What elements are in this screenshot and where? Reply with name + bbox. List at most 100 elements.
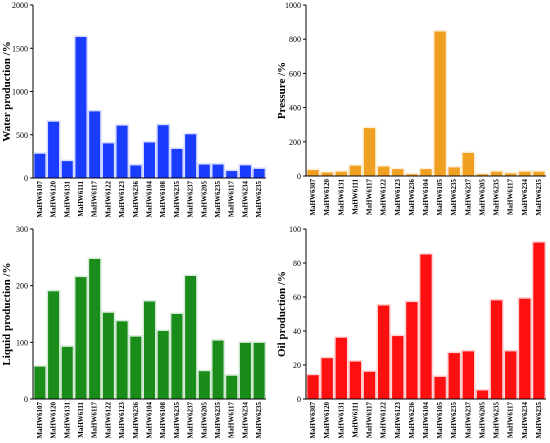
x-tick-label: MaHW6237 xyxy=(464,402,472,439)
x-tick-label: MaHW6104 xyxy=(146,181,154,218)
x-tick-label: MaHW6104 xyxy=(146,402,154,439)
y-tick-label: 20 xyxy=(293,361,301,370)
y-tick-label: 100 xyxy=(289,225,301,234)
x-tick-label: MaHW6235 xyxy=(493,179,501,216)
x-tick-label: MaHW6117 xyxy=(228,402,236,439)
bar-1 xyxy=(34,366,46,399)
x-tick-label: MaHW6307 xyxy=(309,179,317,216)
x-tick-label: MaHW6235 xyxy=(450,402,458,439)
bar-16 xyxy=(519,298,531,399)
bar-7 xyxy=(116,125,128,178)
x-tick-label: MaHW6107 xyxy=(36,402,44,439)
x-tick-label: MaHW6122 xyxy=(380,402,388,439)
bar-14 xyxy=(212,340,224,399)
x-tick-label: MaHW6235 xyxy=(493,402,501,439)
bar-17 xyxy=(533,171,545,176)
x-tick-label: MaHW6117 xyxy=(366,179,374,216)
x-tick-label: MaHW6235 xyxy=(173,181,181,218)
bar-11 xyxy=(171,149,183,178)
x-tick-label: MaHW6122 xyxy=(104,402,112,439)
x-tick-label: MaHW6108 xyxy=(159,402,167,439)
x-tick-label: MaHW6234 xyxy=(521,402,529,439)
x-tick-label: MaHW6235 xyxy=(173,402,181,439)
bar-3 xyxy=(61,346,73,399)
y-tick-label: 80 xyxy=(293,259,301,268)
y-tick-label: 1000 xyxy=(285,1,301,10)
bar-17 xyxy=(253,342,265,399)
bar-3 xyxy=(335,337,347,399)
x-tick-label: MaHW6237 xyxy=(187,181,195,218)
y-tick-label: 0 xyxy=(297,172,301,181)
x-tick-label: MaHW6111 xyxy=(77,402,85,438)
bar-13 xyxy=(198,371,210,399)
y-tick-label: 500 xyxy=(16,131,28,140)
bar-9 xyxy=(420,254,432,399)
x-tick-label: MaHW6122 xyxy=(104,181,112,218)
bar-11 xyxy=(448,353,460,399)
bar-5 xyxy=(89,111,101,178)
y-tick-label: 600 xyxy=(289,69,301,78)
x-tick-label: MaHW6104 xyxy=(422,402,430,439)
y-tick-label: 60 xyxy=(293,293,301,302)
bar-9 xyxy=(144,301,155,399)
bar-15 xyxy=(505,351,517,399)
x-tick-label: MaHW6105 xyxy=(436,179,444,216)
x-tick-label: MaHW6236 xyxy=(408,402,416,439)
bar-17 xyxy=(533,242,545,399)
bar-3 xyxy=(61,161,73,178)
x-tick-label: MaHW6108 xyxy=(159,181,167,218)
bar-12 xyxy=(462,351,474,399)
x-tick-label: MaHW6237 xyxy=(464,179,472,216)
x-tick-label: MaHW6117 xyxy=(366,402,374,439)
y-tick-label: 0 xyxy=(24,395,28,404)
x-tick-label: MaHW6111 xyxy=(351,179,359,215)
x-tick-label: MaHW6131 xyxy=(337,179,345,216)
bar-6 xyxy=(102,143,114,178)
y-tick-label: 1000 xyxy=(12,88,28,97)
y-tick-label: 0 xyxy=(24,174,28,183)
x-tick-label: MaHW6235 xyxy=(535,179,543,216)
bar-10 xyxy=(434,376,446,399)
bar-10 xyxy=(434,31,446,176)
x-tick-label: MaHW6120 xyxy=(323,179,331,216)
x-tick-label: MaHW6236 xyxy=(132,181,140,218)
bar-15 xyxy=(226,171,238,178)
x-tick-label: MaHW6111 xyxy=(77,181,85,217)
x-tick-label: MaHW6117 xyxy=(228,181,236,218)
bar-7 xyxy=(116,321,128,399)
y-axis-title: Oil production /% xyxy=(276,271,288,357)
bar-3 xyxy=(335,171,347,176)
bar-5 xyxy=(89,259,101,399)
x-tick-label: MaHW6236 xyxy=(408,179,416,216)
bar-15 xyxy=(226,375,238,399)
x-tick-label: MaHW6237 xyxy=(187,402,195,439)
chart-panel-2: 0 200 400 600 800 1000 MaHW6307 MaHW6120 MaHW613… xyxy=(276,1,547,216)
bar-13 xyxy=(198,164,210,178)
x-tick-label: MaHW6105 xyxy=(436,402,444,439)
x-tick-label: MaHW6234 xyxy=(241,402,249,439)
bar-7 xyxy=(392,336,404,399)
x-tick-label: MaHW6235 xyxy=(535,402,543,439)
bar-10 xyxy=(157,125,169,178)
bar-17 xyxy=(253,168,265,178)
x-tick-label: MaHW6104 xyxy=(422,179,430,216)
x-tick-label: MaHW6131 xyxy=(63,402,71,439)
bar-5 xyxy=(363,128,376,176)
x-tick-label: MaHW6131 xyxy=(63,181,71,218)
x-tick-label: MaHW6117 xyxy=(91,181,99,218)
bar-4 xyxy=(349,361,362,399)
bar-2 xyxy=(48,121,60,178)
bar-11 xyxy=(171,314,183,399)
y-axis-title: Pressure /% xyxy=(276,62,288,119)
chart-panel-1: 0 500 1000 1500 2000 MaHW6107 MaHW6120 MaHW6131… xyxy=(1,1,267,218)
bar-1 xyxy=(34,153,46,178)
bar-6 xyxy=(378,305,390,399)
y-tick-label: 40 xyxy=(293,327,301,336)
x-tick-label: MaHW6123 xyxy=(394,179,402,216)
y-tick-label: 300 xyxy=(16,225,28,234)
chart-panel-4: 0 20 40 60 80 100 MaHW6307 MaHW6120 MaHW6131 MaHW… xyxy=(276,225,547,439)
x-tick-label: MaHW6123 xyxy=(394,402,402,439)
x-tick-label: MaHW6236 xyxy=(132,402,140,439)
bar-2 xyxy=(48,291,60,399)
x-tick-label: MaHW6205 xyxy=(200,402,208,439)
